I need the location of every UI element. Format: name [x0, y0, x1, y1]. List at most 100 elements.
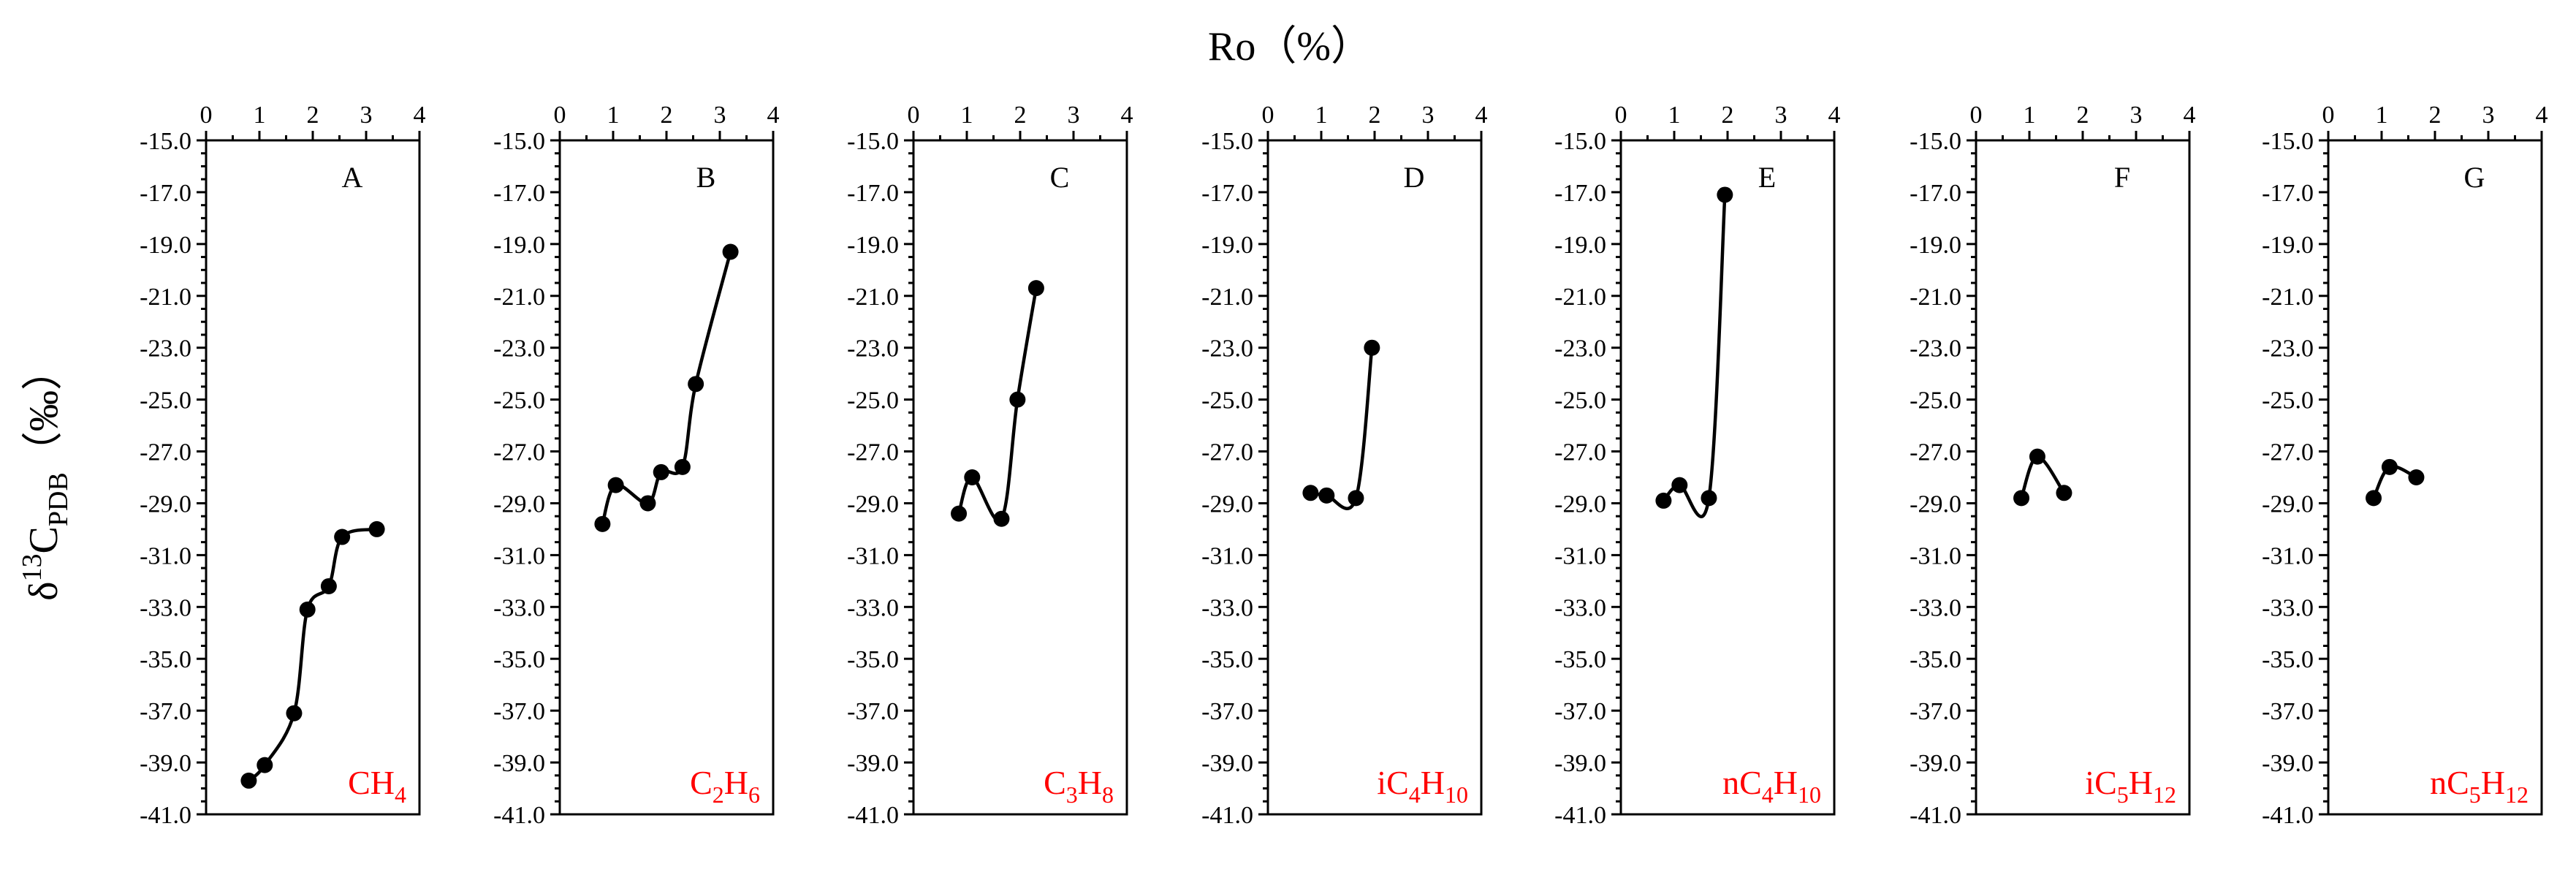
y-tick-label: -27.0 [847, 439, 899, 466]
x-tick-label: 1 [1668, 102, 1681, 129]
data-point [299, 601, 316, 618]
data-point [1671, 477, 1688, 493]
y-tick-label: -29.0 [847, 490, 899, 518]
data-point [964, 469, 981, 485]
data-point [1318, 487, 1335, 504]
y-tick-label: -29.0 [1201, 490, 1253, 518]
y-tick-label: -23.0 [847, 336, 899, 363]
y-tick-label: -17.0 [1201, 180, 1253, 207]
x-tick-label: 0 [1615, 102, 1627, 129]
data-point [674, 458, 691, 475]
y-tick-label: -37.0 [493, 698, 545, 725]
y-tick-label: -21.0 [140, 284, 191, 311]
compound-label-subscript: 2 [713, 781, 724, 808]
data-point [368, 520, 385, 537]
y-tick-label: -39.0 [847, 750, 899, 777]
x-tick-label: 1 [607, 102, 620, 129]
y-tick-label: -25.0 [847, 387, 899, 414]
y-tick-label: -33.0 [1910, 594, 1961, 621]
y-axis-title-superscript: 13 [17, 553, 48, 581]
compound-label-subscript: 6 [748, 781, 760, 808]
x-tick-label: 3 [2130, 102, 2143, 129]
y-tick-label: -15.0 [1554, 128, 1606, 155]
data-point [2056, 485, 2072, 501]
data-point [1027, 280, 1044, 297]
x-tick-label: 3 [714, 102, 726, 129]
data-point [2013, 490, 2030, 507]
y-tick-label: -17.0 [1910, 180, 1961, 207]
y-tick-label: -37.0 [1554, 698, 1606, 725]
panel-letter-a: A [342, 161, 363, 194]
x-tick-label: 3 [1068, 102, 1080, 129]
x-tick-label: 4 [1121, 102, 1133, 129]
y-axis-title: δ13CPDB（‰） [17, 349, 74, 601]
panel-letter-g: G [2464, 161, 2485, 194]
data-point [1302, 485, 1319, 501]
data-point [320, 577, 337, 594]
y-tick-label: -37.0 [1201, 698, 1253, 725]
y-tick-label: -41.0 [847, 802, 899, 829]
y-tick-label: -33.0 [1201, 594, 1253, 621]
data-point [1009, 391, 1026, 408]
y-tick-label: -25.0 [1554, 387, 1606, 414]
compound-label-subscript: 4 [395, 781, 406, 808]
y-tick-label: -31.0 [140, 542, 191, 569]
y-tick-label: -23.0 [493, 336, 545, 363]
x-tick-label: 4 [2536, 102, 2548, 129]
compound-label-part: H [724, 764, 748, 801]
x-tick-label: 0 [2322, 102, 2335, 129]
panel-d: 0 1 2 3 4 -15.0 -17.0 -19.0 -21.0 -23.0 -25.0 -27.0… [1201, 102, 1487, 829]
data-point [639, 495, 656, 512]
y-tick-label: -33.0 [2262, 594, 2314, 621]
plot-frame-f [1975, 139, 2191, 816]
panel-c: 0 1 2 3 4 -15.0 -17.0 -19.0 -21.0 -23.0 -25.0 -27.0… [847, 102, 1133, 829]
y-tick-label: -19.0 [1554, 232, 1606, 259]
y-tick-label: -23.0 [1554, 336, 1606, 363]
y-axis-title-main: C [21, 526, 67, 553]
y-tick-label: -27.0 [493, 439, 545, 466]
x-tick-label: 0 [200, 102, 213, 129]
y-tick-label: -39.0 [140, 750, 191, 777]
compound-label-part: iC [1377, 764, 1408, 801]
y-tick-label: -41.0 [140, 802, 191, 829]
y-axis-title-unit: （‰） [21, 349, 67, 472]
y-tick-label: -41.0 [2262, 802, 2314, 829]
y-tick-label: -19.0 [1201, 232, 1253, 259]
y-tick-label: -39.0 [493, 750, 545, 777]
y-tick-label: -29.0 [1554, 490, 1606, 518]
compound-label-e: nC4H10 [1722, 764, 1821, 808]
data-point [240, 772, 257, 789]
data-point [2366, 490, 2382, 507]
compound-label-part: nC [1722, 764, 1762, 801]
y-tick-label: -25.0 [140, 387, 191, 414]
data-point [2408, 469, 2425, 485]
data-point [286, 705, 303, 721]
y-tick-label: -27.0 [1201, 439, 1253, 466]
data-point [653, 463, 669, 480]
x-axis-title: Ro（%） [1208, 24, 1372, 69]
y-tick-label: -21.0 [1201, 284, 1253, 311]
panel-letter-b: B [696, 161, 716, 194]
y-tick-label: -23.0 [1910, 336, 1961, 363]
compound-label-b: C2H6 [690, 764, 760, 808]
y-tick-label: -35.0 [493, 646, 545, 673]
y-tick-label: -41.0 [1910, 802, 1961, 829]
data-point [257, 757, 273, 773]
compound-label-f: iC5H12 [2085, 764, 2176, 808]
data-point [993, 510, 1010, 527]
y-axis-title-subscript: PDB [43, 472, 74, 526]
y-tick-label: -33.0 [140, 594, 191, 621]
data-point [1364, 339, 1380, 356]
y-tick-label: -15.0 [1910, 128, 1961, 155]
compound-label-subscript: 5 [2117, 781, 2129, 808]
x-tick-label: 2 [307, 102, 319, 129]
compound-label-subscript: 12 [2153, 781, 2176, 808]
panel-b: 0 1 2 3 4 -15.0 -17.0 -19.0 -21.0 -23.0 -25.0 -27.0… [493, 102, 779, 829]
y-tick-label: -27.0 [1910, 439, 1961, 466]
y-tick-label: -35.0 [847, 646, 899, 673]
compound-label-subscript: 5 [2469, 781, 2481, 808]
compound-label-subscript: 4 [1409, 781, 1421, 808]
y-tick-label: -35.0 [140, 646, 191, 673]
compound-label-d: iC4H10 [1377, 764, 1468, 808]
